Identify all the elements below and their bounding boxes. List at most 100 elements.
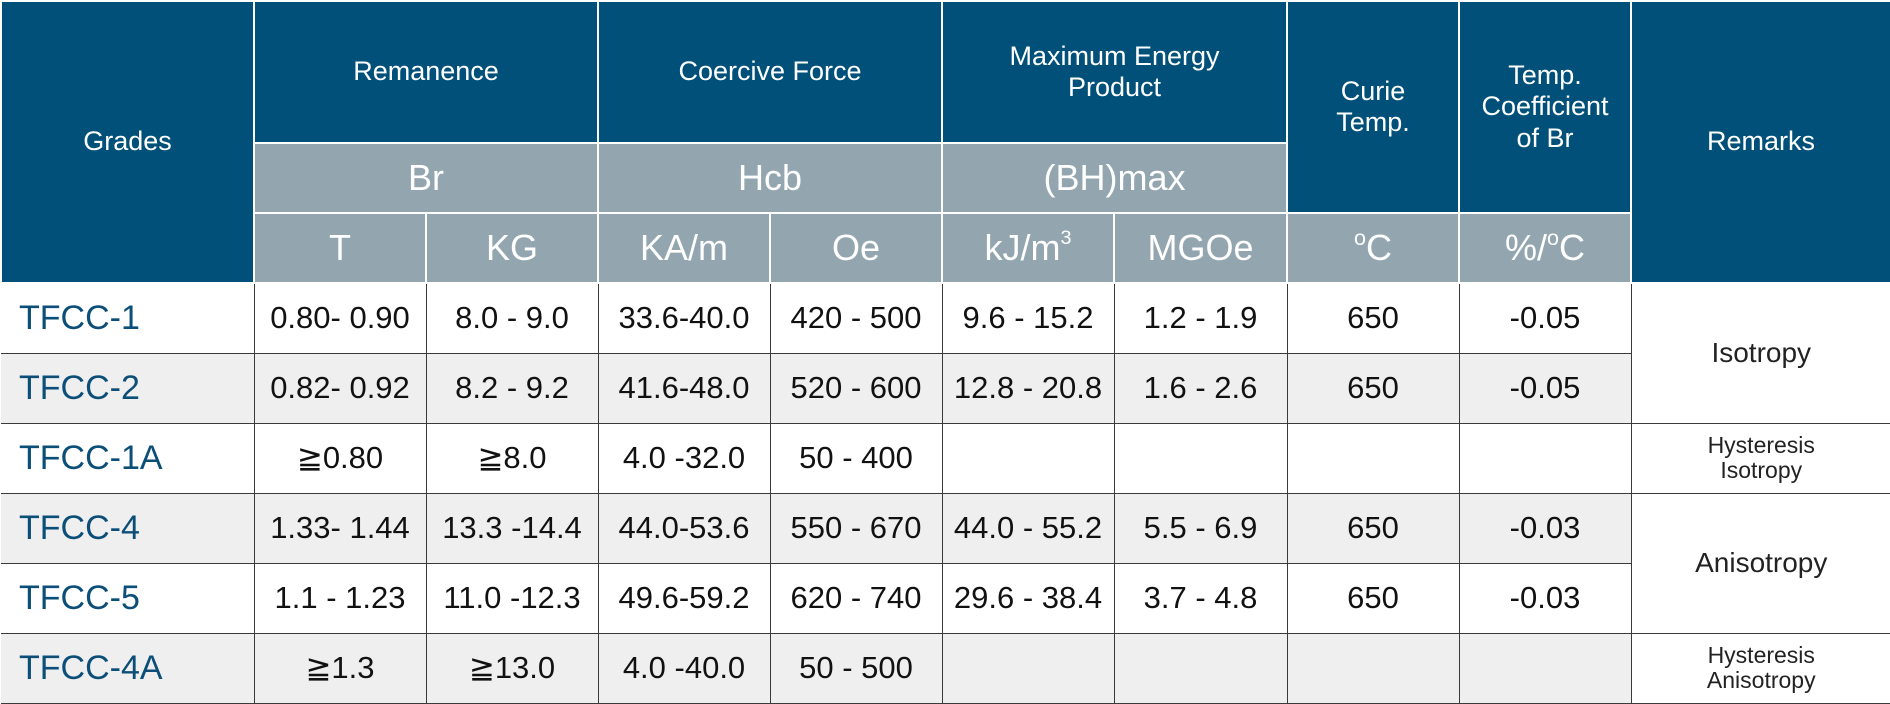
header-grades: Grades [0,0,255,284]
remark-hyst-iso-line1: Hysteresis [1707,431,1815,458]
remark-isotropy: Isotropy [1630,282,1890,424]
unit-oe: Oe [769,212,943,284]
value-kj-m3: 44.0 - 55.2 [941,492,1115,564]
header-coercive-force: Coercive Force [597,0,943,144]
value-coef [1458,632,1632,704]
unit-t: T [253,212,427,284]
value-mgoe: 3.7 - 4.8 [1113,562,1288,634]
remark-hyst-aniso-line1: Hysteresis [1707,641,1815,668]
value-mgoe [1113,422,1288,494]
value-ka-m: 4.0 -40.0 [597,632,771,704]
value-kg: 11.0 -12.3 [425,562,599,634]
header-temp-coef-line2: Coefficient [1481,91,1609,122]
value-ka-m: 4.0 -32.0 [597,422,771,494]
unit-degc-sup: o [1353,224,1366,250]
value-coef: -0.03 [1458,492,1632,564]
subheader-bhmax: (BH)max [941,142,1288,214]
value-oe: 520 - 600 [769,352,943,424]
header-max-energy-line1: Maximum Energy [1009,40,1220,71]
grade-cell: TFCC-2 [1,352,255,424]
value-kj-m3: 12.8 - 20.8 [941,352,1115,424]
header-temp-coef-line1: Temp. [1508,60,1582,91]
value-t: ≧0.80 [253,422,427,494]
unit-pct-per-degc: %/oC [1458,212,1632,284]
unit-degc-base: C [1366,227,1392,268]
value-kg: 8.0 - 9.0 [425,282,599,354]
grade-cell: TFCC-4 [1,492,255,564]
value-mgoe [1113,632,1288,704]
value-t: 0.80- 0.90 [253,282,427,354]
unit-kg: KG [425,212,599,284]
value-oe: 50 - 400 [769,422,943,494]
value-curie: 650 [1286,492,1460,564]
header-temp-coefficient: Temp. Coefficient of Br [1458,0,1632,214]
unit-pct-base: %/ [1504,227,1547,268]
value-coef: -0.05 [1458,352,1631,424]
header-curie-temp: Curie Temp. [1286,0,1460,214]
unit-ka-m: KA/m [597,212,771,284]
header-curie-line2: Temp. [1336,107,1410,137]
value-kg: 13.3 -14.4 [425,492,599,564]
value-coef: -0.05 [1458,282,1632,354]
value-ka-m: 44.0-53.6 [597,492,771,564]
value-kj-m3 [941,632,1115,704]
value-kg: 8.2 - 9.2 [425,352,599,424]
value-curie [1286,422,1460,494]
value-curie: 650 [1286,352,1460,424]
value-curie: 650 [1286,562,1460,634]
value-ka-m: 49.6-59.2 [597,562,771,634]
value-mgoe: 1.6 - 2.6 [1113,352,1288,424]
unit-degc: oC [1286,212,1460,284]
header-curie-line1: Curie [1340,75,1406,106]
remark-hyst-aniso-line2: Anisotropy [1706,667,1816,693]
unit-mgoe: MGOe [1113,212,1288,284]
value-oe: 420 - 500 [769,282,943,354]
header-temp-coef-line3: of Br [1516,122,1574,153]
remark-hysteresis-isotropy: Hysteresis Isotropy [1630,422,1890,494]
value-curie: 650 [1286,282,1460,354]
value-t: 1.33- 1.44 [253,492,427,564]
value-t: 1.1 - 1.23 [253,562,427,634]
value-coef: -0.03 [1458,562,1631,634]
remark-hysteresis-anisotropy: Hysteresis Anisotropy [1630,632,1890,704]
grade-cell: TFCC-1 [1,282,255,354]
subheader-hcb: Hcb [597,142,943,214]
unit-pct-tail: C [1559,227,1586,268]
header-remanence: Remanence [253,0,599,144]
value-t: ≧1.3 [253,632,427,704]
value-curie [1286,632,1460,704]
value-kj-m3: 29.6 - 38.4 [941,562,1115,634]
unit-kj-m3: kJ/m3 [941,212,1115,284]
value-oe: 620 - 740 [769,562,943,634]
grade-cell: TFCC-1A [1,422,255,494]
table-row: TFCC-1A ≧0.80 ≧8.0 4.0 -32.0 50 - 400 Hy… [1,422,1890,494]
table-row: TFCC-5 1.1 - 1.23 11.0 -12.3 49.6-59.2 6… [1,562,1890,634]
table-row: TFCC-1 0.80- 0.90 8.0 - 9.0 33.6-40.0 42… [1,282,1890,424]
value-kj-m3 [941,422,1115,494]
value-kg: ≧13.0 [425,632,599,704]
value-ka-m: 33.6-40.0 [597,282,771,354]
header-max-energy-product: Maximum Energy Product [941,0,1288,144]
value-kg: ≧8.0 [425,422,599,494]
header-max-energy-line2: Product [1067,72,1162,102]
unit-pct-sup: o [1547,224,1560,250]
subheader-br: Br [253,142,599,214]
unit-kj-m-sup: 3 [1060,227,1072,250]
grade-cell: TFCC-5 [1,562,255,634]
value-mgoe: 1.2 - 1.9 [1113,282,1288,354]
table-row: TFCC-2 0.82- 0.92 8.2 - 9.2 41.6-48.0 52… [1,352,1890,424]
table-row: TFCC-4A ≧1.3 ≧13.0 4.0 -40.0 50 - 500 Hy… [1,632,1890,704]
remark-anisotropy: Anisotropy [1630,492,1890,634]
value-mgoe: 5.5 - 6.9 [1113,492,1288,564]
header-remarks: Remarks [1630,0,1890,284]
value-oe: 550 - 670 [769,492,943,564]
grade-cell: TFCC-4A [1,632,255,704]
value-oe: 50 - 500 [769,632,943,704]
unit-kj-m-base: kJ/m [984,227,1061,268]
remark-hyst-iso-line2: Isotropy [1720,457,1803,483]
table-row: TFCC-4 1.33- 1.44 13.3 -14.4 44.0-53.6 5… [1,492,1890,634]
value-coef [1458,422,1632,494]
value-ka-m: 41.6-48.0 [597,352,771,424]
value-kj-m3: 9.6 - 15.2 [941,282,1115,354]
